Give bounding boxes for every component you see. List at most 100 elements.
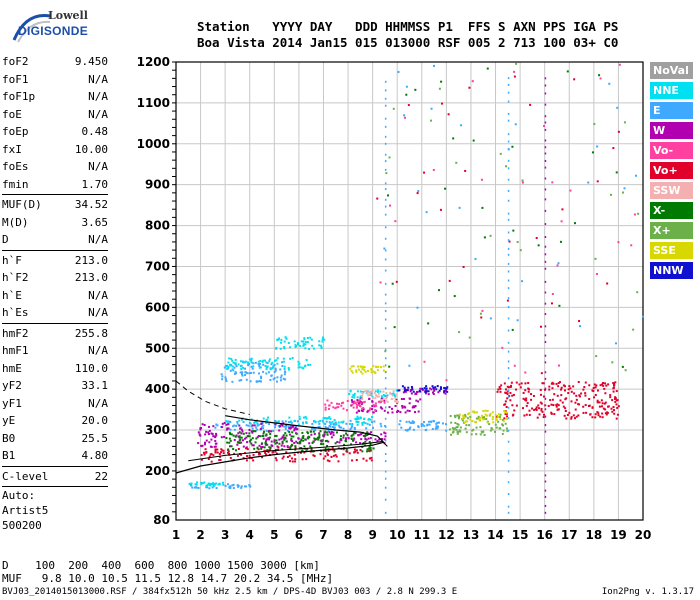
echo-point [408, 420, 411, 423]
echo-point [234, 449, 237, 452]
echo-point [567, 388, 570, 391]
echo-point [444, 392, 447, 395]
echo-point [324, 430, 327, 433]
noise-point [596, 180, 599, 183]
echo-point [312, 347, 315, 350]
echo-point [431, 385, 434, 388]
echo-point [552, 382, 555, 385]
noise-point [386, 194, 389, 197]
echo-point [313, 420, 316, 423]
legend-item: Vo+ [650, 162, 693, 179]
interference-point [544, 245, 547, 248]
echo-point [547, 404, 550, 407]
echo-point [225, 380, 228, 383]
interference-point [544, 334, 547, 337]
echo-point [337, 460, 340, 463]
echo-point [591, 416, 594, 419]
interference-point [544, 387, 547, 390]
echo-point [261, 360, 264, 363]
echo-point [252, 459, 255, 462]
noise-point [414, 88, 417, 91]
echo-point [356, 403, 359, 406]
echo-point [505, 418, 508, 421]
echo-point [280, 444, 283, 447]
echo-point [450, 421, 453, 424]
echo-point [402, 397, 405, 400]
echo-point [350, 365, 353, 368]
version-label: Ion2Png v. 1.3.17 [601, 587, 694, 597]
echo-point [225, 437, 228, 440]
interference-point [507, 341, 510, 344]
echo-point [215, 487, 218, 490]
noise-point [472, 139, 475, 142]
echo-point [333, 450, 336, 453]
echo-point [275, 359, 278, 362]
echo-point [300, 438, 303, 441]
echo-point [351, 459, 354, 462]
echo-point [283, 370, 286, 373]
echo-point [300, 439, 303, 442]
echo-point [332, 406, 335, 409]
echo-point [373, 392, 376, 395]
echo-point [212, 435, 215, 438]
echo-point [495, 415, 498, 418]
echo-point [347, 437, 350, 440]
echo-point [592, 387, 595, 390]
param-value: 4.80 [81, 449, 109, 462]
echo-point [297, 423, 300, 426]
noise-point [439, 208, 442, 211]
echo-point [350, 426, 353, 429]
echo-point [329, 423, 332, 426]
echo-point [244, 360, 247, 363]
noise-point [448, 279, 451, 282]
echo-point [217, 483, 220, 486]
echo-point [205, 430, 208, 433]
echo-point [377, 400, 380, 403]
echo-point [365, 438, 368, 441]
echo-point [273, 377, 276, 380]
echo-point [550, 411, 553, 414]
echo-point [479, 433, 482, 436]
legend-item: NoVal [650, 62, 693, 79]
noise-point [444, 187, 447, 190]
echo-point [333, 448, 336, 451]
noise-point [423, 360, 426, 363]
param-row: foF1p N/A [2, 88, 108, 106]
echo-point [322, 417, 325, 420]
echo-point [609, 394, 612, 397]
echo-point [406, 389, 409, 392]
echo-point [207, 433, 210, 436]
echo-point [265, 368, 268, 371]
echo-point [603, 402, 606, 405]
echo-point [282, 422, 285, 425]
echo-point [501, 432, 504, 435]
echo-point [353, 431, 356, 434]
x-tick-label: 18 [585, 528, 602, 542]
echo-point [486, 421, 489, 424]
echo-point [294, 345, 297, 348]
echo-point [255, 380, 258, 383]
noise-point [462, 265, 465, 268]
echo-point [594, 413, 597, 416]
echo-point [215, 423, 218, 426]
echo-point [267, 430, 270, 433]
echo-point [324, 408, 327, 411]
echo-point [200, 444, 203, 447]
param-row: fmin 1.70 [2, 176, 108, 194]
echo-point [588, 398, 591, 401]
echo-point [338, 424, 341, 427]
echo-point [397, 389, 400, 392]
interference-point [384, 205, 387, 208]
echo-point [499, 390, 502, 393]
echo-point [542, 382, 545, 385]
echo-point [456, 426, 459, 429]
echo-point [324, 406, 327, 409]
noise-point [516, 240, 519, 243]
echo-point [294, 460, 297, 463]
echo-point [247, 424, 250, 427]
echo-point [494, 430, 497, 433]
echo-point [443, 390, 446, 393]
echo-point [367, 437, 370, 440]
echo-point [327, 416, 330, 419]
echo-point [310, 427, 313, 430]
